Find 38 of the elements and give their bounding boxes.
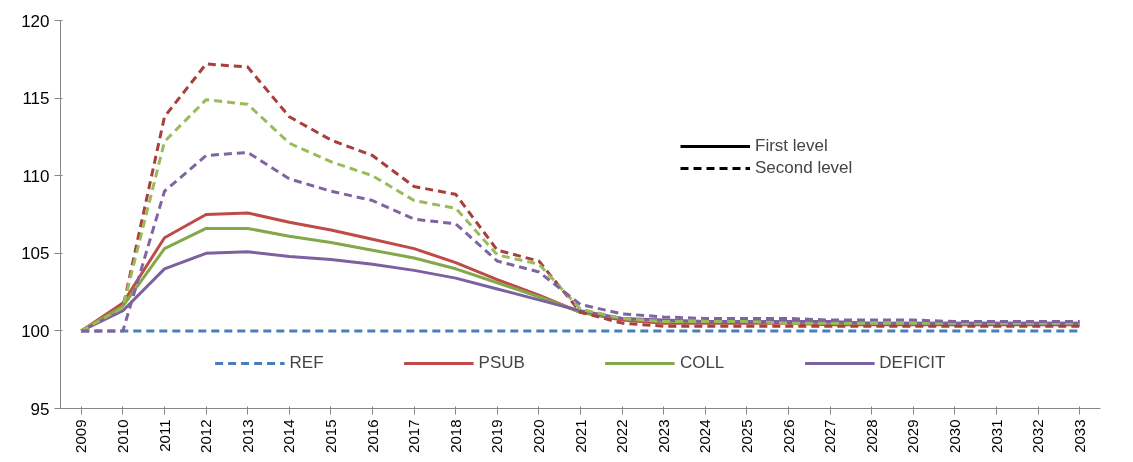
x-tick-label: 2028 [862, 419, 880, 453]
x-tick-label: 2025 [737, 419, 755, 453]
x-tick-label: 2010 [113, 419, 131, 453]
x-tick-label: 2011 [155, 419, 173, 452]
x-tick-label: 2020 [529, 419, 547, 453]
x-tick-label: 2016 [363, 419, 381, 453]
x-tick-label: 2013 [238, 419, 256, 453]
legend-label: First level [755, 136, 828, 156]
x-tick-label: 2031 [987, 419, 1005, 453]
y-tick-label: 110 [22, 166, 50, 186]
x-tick-label: 2033 [1070, 419, 1088, 453]
x-tick-label: 2018 [446, 419, 464, 453]
legend-label: PSUB [478, 353, 525, 373]
y-tick-label: 115 [22, 89, 50, 109]
x-tick-label: 2021 [571, 419, 589, 453]
legend-label: COLL [679, 353, 725, 373]
legend-label: REF [289, 353, 324, 373]
y-tick-label: 95 [30, 399, 50, 419]
x-tick-label: 2027 [821, 419, 839, 453]
legend-label: DEFICIT [879, 353, 946, 373]
y-tick-label: 105 [21, 244, 50, 264]
x-tick-label: 2032 [1029, 419, 1047, 453]
x-tick-label: 2012 [197, 419, 215, 453]
x-tick-label: 2019 [488, 419, 506, 453]
x-tick-label: 2015 [321, 419, 339, 453]
y-tick-label: 100 [21, 321, 50, 341]
x-tick-label: 2022 [613, 419, 631, 453]
x-tick-label: 2023 [654, 419, 672, 453]
x-tick-label: 2017 [405, 419, 423, 453]
x-tick-label: 2029 [904, 419, 922, 453]
x-tick-label: 2014 [280, 419, 298, 453]
legend-label: Second level [755, 158, 853, 178]
x-tick-label: 2026 [779, 419, 797, 453]
x-tick-label: 2024 [696, 419, 714, 453]
x-tick-label: 2030 [945, 419, 963, 453]
y-tick-label: 120 [21, 11, 50, 31]
line-series [79, 150, 1082, 333]
x-tick-label: 2009 [72, 419, 90, 453]
